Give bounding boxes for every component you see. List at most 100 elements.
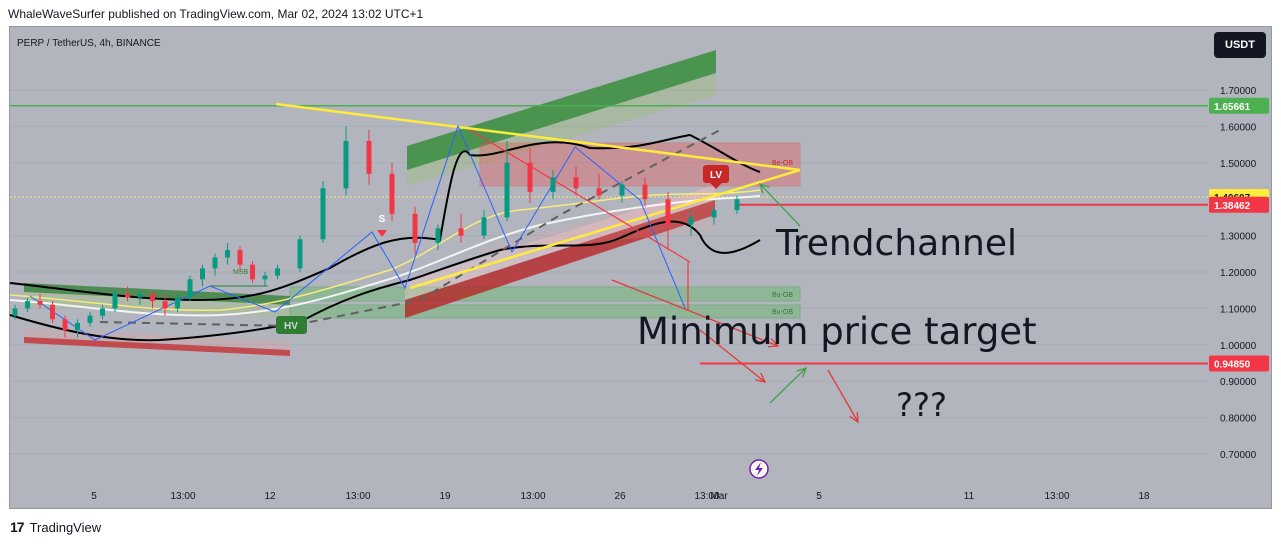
bounce-arrow	[769, 367, 807, 404]
hv-badge	[276, 316, 307, 334]
candle-body	[275, 268, 280, 276]
left-red-shadow	[24, 328, 290, 350]
target-arrow	[611, 279, 779, 347]
bu-ob-zone	[289, 286, 801, 302]
y-tick-label: 1.30000	[1220, 232, 1257, 243]
candle-body	[527, 162, 533, 192]
annotation-price-target: Minimum price target	[637, 310, 1037, 353]
y-tick-label: 1.60000	[1220, 122, 1257, 133]
tradingview-logo-icon: 17	[10, 519, 25, 535]
left-green-shadow	[24, 292, 290, 318]
trendchannel-arrow	[759, 183, 801, 227]
candle-body	[50, 304, 55, 320]
candle-body	[87, 315, 93, 323]
y-tick-label: 0.80000	[1220, 414, 1257, 425]
footer: 17 TradingView	[10, 519, 101, 535]
lv-badge	[703, 165, 729, 183]
candle-body	[504, 162, 510, 218]
candle-body	[734, 199, 740, 211]
candle-body	[297, 239, 303, 269]
candle-body	[112, 293, 118, 309]
be-ob-label: Be-OB	[772, 160, 793, 167]
lv-badge-label: LV	[710, 170, 722, 181]
down-arrow	[699, 329, 766, 383]
candle-body	[481, 217, 487, 236]
lightning-bolt-icon	[755, 462, 763, 476]
candle-body	[125, 293, 130, 298]
candle-body	[320, 188, 326, 240]
candle-body	[25, 301, 30, 309]
x-tick-label: 5	[816, 491, 822, 502]
x-tick-label: 13:00	[170, 491, 195, 502]
y-tick-label: 1.20000	[1220, 268, 1257, 279]
supply-channel-zone	[407, 50, 716, 170]
bounce-arrow-head	[796, 366, 808, 378]
candle-body	[200, 268, 205, 280]
candle-body	[688, 217, 694, 225]
candle-body	[212, 257, 218, 269]
trendchannel-arrow-head	[758, 182, 770, 194]
y-tick-label: 0.90000	[1220, 377, 1257, 388]
candle-body	[62, 319, 68, 331]
x-tick-label: 5	[91, 491, 97, 502]
x-tick-label: 19	[439, 491, 451, 502]
x-tick-label: 18	[1138, 491, 1150, 502]
candle-body	[665, 199, 671, 225]
candle-body	[550, 177, 556, 192]
left-red-band	[24, 337, 290, 356]
annotation-question: ???	[896, 386, 947, 424]
footer-brand: TradingView	[29, 519, 102, 535]
speculative-arrow-head	[849, 411, 859, 424]
candle-body	[37, 301, 43, 305]
candle-body	[75, 322, 80, 331]
x-tick-label: 13:00	[345, 491, 370, 502]
lv-badge-pointer	[710, 183, 722, 189]
chart-title: PERP / TetherUS, 4h, BINANCE	[17, 38, 161, 49]
speculative-arrow	[827, 369, 859, 423]
candle-body	[343, 140, 349, 189]
candle-body	[412, 213, 418, 243]
candle-body	[619, 184, 625, 196]
candle-body	[366, 140, 372, 174]
y-tick-label: 1.70000	[1220, 86, 1257, 97]
x-tick-label: Mar	[710, 491, 728, 502]
zigzag-line	[29, 124, 686, 341]
supply-channel-shadow	[407, 73, 716, 186]
channel-fill	[480, 186, 715, 254]
x-tick-label: 12	[264, 491, 276, 502]
upper-band	[9, 133, 761, 302]
moving-average-yellow	[9, 189, 761, 311]
annotation-trendchannel: Trendchannel	[775, 223, 1017, 264]
candle-body	[262, 275, 268, 280]
x-tick-label: 13:00	[694, 491, 719, 502]
candle-body	[711, 210, 717, 218]
candle-body	[175, 297, 180, 309]
lower-band	[9, 220, 761, 342]
price-badge-label: 1.65661	[1214, 102, 1251, 113]
target-arrow-head	[767, 338, 780, 348]
hv-badge-label: HV	[284, 321, 298, 332]
x-tick-label: 13:00	[520, 491, 545, 502]
y-tick-label: 0.70000	[1220, 450, 1257, 461]
bu-ob-label: Bu-OB	[772, 309, 793, 316]
bu-ob-label: Bu-OB	[772, 292, 793, 299]
moving-average-white	[9, 195, 761, 317]
price-badge	[1209, 97, 1269, 114]
price-badge-label: 1.38462	[1214, 201, 1251, 212]
msb-label: MSB	[233, 269, 249, 276]
publish-info: WhaleWaveSurfer published on TradingView…	[8, 7, 424, 21]
x-tick-label: 13:00	[1044, 491, 1069, 502]
candle-body	[150, 293, 155, 302]
x-tick-label: 11	[964, 491, 975, 502]
candle-body	[435, 228, 441, 243]
currency-button[interactable]: USDT	[1214, 32, 1266, 58]
candle-body	[389, 173, 395, 214]
candle-body	[187, 279, 193, 298]
signal-marker-s: S	[379, 214, 386, 225]
down-arrow-head	[755, 372, 767, 383]
candle-body	[12, 308, 18, 316]
y-tick-label: 1.00000	[1220, 341, 1257, 352]
candle-body	[162, 301, 168, 309]
price-badge	[1209, 196, 1269, 213]
